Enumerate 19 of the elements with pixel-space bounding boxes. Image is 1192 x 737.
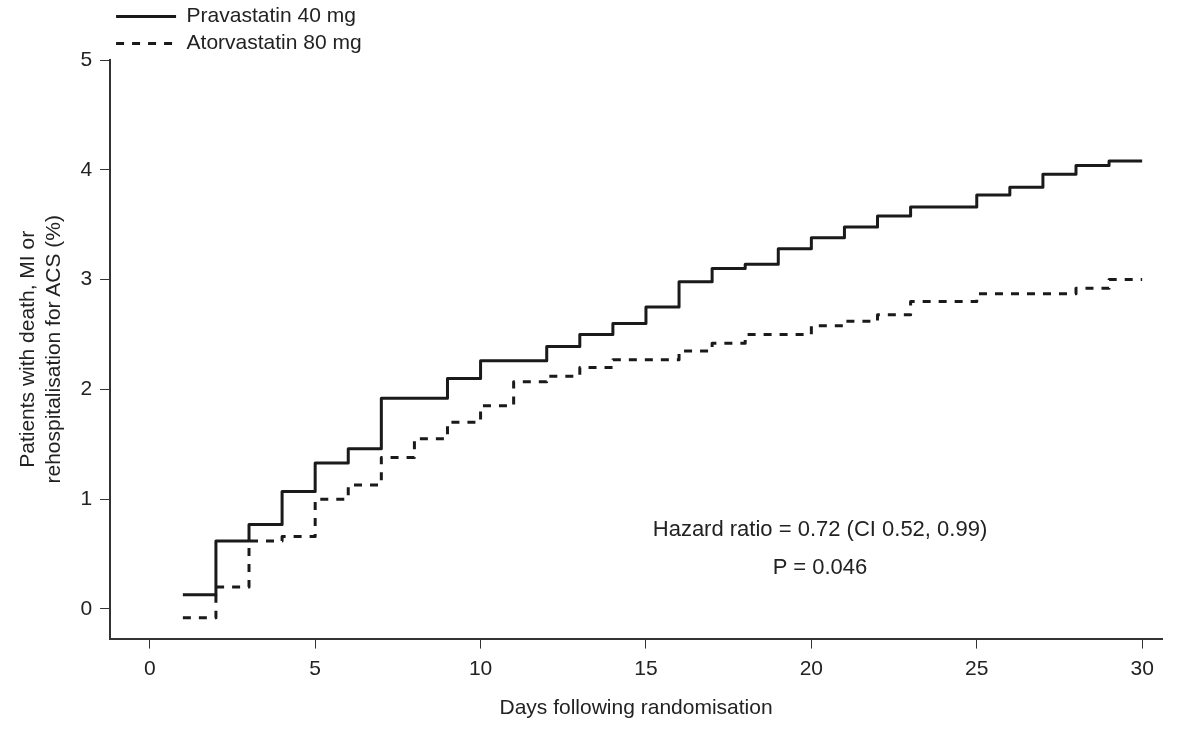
y-axis-title: Patients with death, MI or rehospitalisation for ACS (%)	[15, 215, 64, 484]
x-tick-label: 15	[634, 656, 658, 679]
annotation: P = 0.046	[771, 553, 869, 581]
x-tick-label: 30	[1130, 656, 1154, 679]
y-tick-label: 2	[80, 376, 93, 400]
y-tick-label: 0	[80, 595, 93, 619]
y-tick-label: 4	[80, 156, 93, 180]
x-tick-label: 10	[468, 656, 493, 679]
y-tick-label: 5	[80, 46, 93, 70]
annotation: Hazard ratio = 0.72 (CI 0.52, 0.99)	[651, 515, 989, 543]
x-axis-title: Days following randomisation	[499, 695, 773, 719]
x-tick-label: 0	[143, 656, 156, 679]
x-tick-label: 5	[309, 656, 322, 679]
legend-label: Pravastatin 40 mg	[186, 3, 356, 27]
x-tick-label: 25	[965, 656, 989, 679]
y-tick-label: 1	[80, 485, 93, 509]
x-tick-label: 20	[799, 656, 824, 679]
y-tick-label: 3	[80, 266, 93, 290]
legend-label: Atorvastatin 80 mg	[186, 30, 362, 54]
